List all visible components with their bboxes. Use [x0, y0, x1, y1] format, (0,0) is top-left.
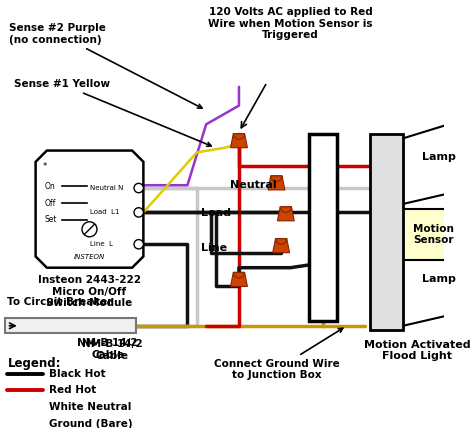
- Bar: [403, 209, 464, 260]
- Text: NM-B 14/2
Cable: NM-B 14/2 Cable: [82, 339, 143, 360]
- Text: Lamp: Lamp: [422, 152, 456, 162]
- Text: Sense #1 Yellow: Sense #1 Yellow: [14, 79, 211, 146]
- Text: Off: Off: [45, 199, 56, 208]
- Text: White Neutral: White Neutral: [49, 402, 131, 412]
- Text: Legend:: Legend:: [8, 357, 61, 370]
- Wedge shape: [271, 176, 282, 181]
- Wedge shape: [233, 272, 245, 278]
- Text: Load: Load: [201, 208, 231, 218]
- Text: Motion
Sensor: Motion Sensor: [413, 223, 454, 245]
- Bar: [309, 134, 337, 321]
- Text: Motion Activated
Flood Light: Motion Activated Flood Light: [364, 340, 470, 362]
- Text: Lamp: Lamp: [422, 274, 456, 284]
- Text: Sense #2 Purple
(no connection): Sense #2 Purple (no connection): [9, 23, 202, 108]
- Polygon shape: [277, 207, 294, 221]
- Wedge shape: [275, 239, 287, 244]
- Text: Load  L1: Load L1: [90, 209, 119, 215]
- Text: Red Hot: Red Hot: [49, 386, 96, 395]
- Text: INSTEON: INSTEON: [74, 254, 105, 260]
- Polygon shape: [273, 239, 290, 253]
- Text: Connect Ground Wire
to Junction Box: Connect Ground Wire to Junction Box: [214, 328, 343, 380]
- Text: *: *: [43, 162, 47, 171]
- Wedge shape: [233, 134, 245, 139]
- Circle shape: [134, 240, 143, 249]
- Text: On: On: [45, 181, 56, 190]
- Text: Neutral: Neutral: [229, 180, 276, 190]
- Polygon shape: [230, 272, 247, 286]
- Polygon shape: [230, 134, 247, 148]
- Text: Set: Set: [45, 215, 57, 224]
- Bar: [5, 318, 136, 333]
- Text: To Circuit Breaker: To Circuit Breaker: [7, 297, 112, 307]
- Text: Insteon 2443-222
Micro On/Off
Switch Module: Insteon 2443-222 Micro On/Off Switch Mod…: [38, 275, 141, 309]
- Text: NM-B 14/2
Cable: NM-B 14/2 Cable: [77, 338, 138, 360]
- Circle shape: [82, 222, 97, 237]
- Circle shape: [134, 208, 143, 217]
- Polygon shape: [403, 241, 464, 326]
- Text: Line: Line: [201, 243, 228, 253]
- Bar: [370, 134, 403, 330]
- Polygon shape: [403, 119, 464, 204]
- Wedge shape: [280, 207, 292, 212]
- Text: 120 Volts AC applied to Red
Wire when Motion Sensor is
Triggered: 120 Volts AC applied to Red Wire when Mo…: [208, 7, 373, 40]
- Text: Ground (Bare): Ground (Bare): [49, 419, 132, 428]
- Polygon shape: [36, 151, 143, 268]
- Text: Neutral N: Neutral N: [90, 185, 123, 191]
- Circle shape: [134, 183, 143, 193]
- Polygon shape: [268, 176, 285, 190]
- Text: Black Hot: Black Hot: [49, 369, 105, 379]
- Text: Line  L: Line L: [90, 241, 113, 247]
